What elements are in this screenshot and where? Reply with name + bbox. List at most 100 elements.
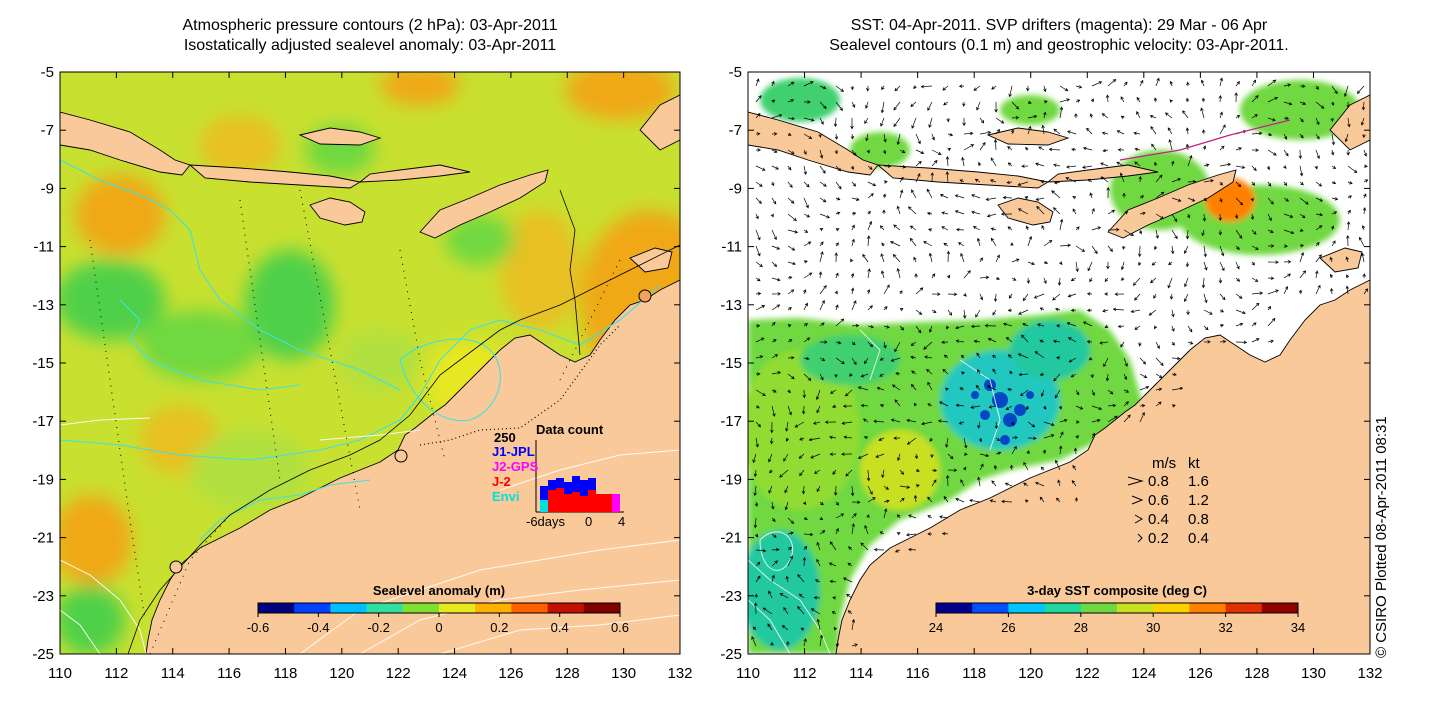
x-tick-label: 126 bbox=[498, 665, 523, 682]
y-tick-label: -9 bbox=[729, 180, 742, 197]
y-tick-label: -11 bbox=[721, 239, 742, 256]
x-tick-label: 112 bbox=[793, 665, 817, 682]
x-tick-label: 114 bbox=[161, 665, 185, 682]
y-tick-label: -17 bbox=[32, 413, 54, 430]
x-tick-label: 118 bbox=[962, 665, 986, 682]
left-axes: 110 112 114 116 118 120 122 124 126 128 130 132 -5 -7… bbox=[32, 64, 692, 682]
y-tick-label: -15 bbox=[32, 355, 54, 372]
sealevel-anomaly-map bbox=[60, 72, 680, 654]
x-tick-label: 130 bbox=[1301, 665, 1326, 682]
x-tick-label: 128 bbox=[1244, 665, 1269, 682]
colorbar-tick: 0.6 bbox=[611, 620, 629, 635]
x-tick-label: 118 bbox=[273, 665, 297, 682]
colorbar-tick: 28 bbox=[1074, 620, 1088, 635]
colorbar-tick: 26 bbox=[1001, 620, 1015, 635]
sst-colorbar: 3-day SST composite (deg C) 24 26 28 30 32 34 bbox=[929, 583, 1305, 635]
geostrophic-velocity-arrows bbox=[751, 77, 1369, 647]
y-tick-label: -23 bbox=[720, 588, 742, 605]
x-tick-label: 110 bbox=[736, 665, 760, 682]
velocity-key-arrow bbox=[1137, 533, 1143, 543]
x-tick-label: 124 bbox=[442, 665, 467, 682]
tide-gauge-marker bbox=[638, 289, 652, 303]
x-tick-label: 124 bbox=[1131, 665, 1156, 682]
y-tick-label: -21 bbox=[32, 530, 54, 547]
data-count-inset bbox=[535, 440, 624, 513]
colorbar-tick: 0.2 bbox=[490, 620, 508, 635]
left-land bbox=[60, 94, 680, 654]
velocity-key-header-kt: kt bbox=[1188, 455, 1201, 472]
right-land bbox=[748, 94, 1370, 654]
left-title-line1: Atmospheric pressure contours (2 hPa): 0… bbox=[182, 17, 558, 34]
inset-legend-item: Envi bbox=[492, 489, 520, 504]
velocity-key-ms: 0.4 bbox=[1148, 511, 1169, 528]
x-tick-label: 120 bbox=[1018, 665, 1043, 682]
colorbar-tick: 30 bbox=[1146, 620, 1160, 635]
y-tick-label: -11 bbox=[33, 239, 54, 256]
y-tick-label: -17 bbox=[720, 413, 742, 430]
x-tick-label: 130 bbox=[611, 665, 636, 682]
inset-xlabel-zero: 0 bbox=[585, 514, 593, 529]
x-tick-label: 114 bbox=[849, 665, 873, 682]
velocity-key-ms: 0.8 bbox=[1148, 473, 1169, 490]
y-tick-label: -13 bbox=[720, 297, 742, 314]
colorbar-tick: -0.4 bbox=[307, 620, 329, 635]
colorbar-tick: -0.6 bbox=[247, 620, 269, 635]
x-tick-label: 126 bbox=[1188, 665, 1213, 682]
y-tick-label: -15 bbox=[720, 355, 742, 372]
velocity-key-ms: 0.2 bbox=[1148, 530, 1169, 547]
left-shelf-edge bbox=[127, 244, 680, 654]
inset-xlabel-end: 4 bbox=[618, 514, 626, 529]
y-tick-label: -19 bbox=[720, 471, 742, 488]
y-tick-label: -19 bbox=[32, 471, 54, 488]
x-tick-label: 132 bbox=[667, 665, 692, 682]
inset-legend-item: J1-JPL bbox=[492, 444, 535, 459]
inset-xlabel-start: -6days bbox=[526, 514, 566, 529]
velocity-key-kt: 1.2 bbox=[1188, 492, 1209, 509]
velocity-key-arrow bbox=[1134, 514, 1144, 524]
y-tick-label: -7 bbox=[41, 122, 54, 139]
velocity-key-arrow bbox=[1131, 495, 1144, 505]
x-tick-label: 116 bbox=[906, 665, 930, 682]
right-sealevel-contours bbox=[748, 329, 1001, 654]
inset-legend-item: J-2 bbox=[492, 474, 511, 489]
colorbar-tick: -0.2 bbox=[367, 620, 389, 635]
svp-drifter-track bbox=[1119, 119, 1291, 161]
velocity-key-kt: 0.8 bbox=[1188, 511, 1209, 528]
inset-bars bbox=[540, 476, 620, 512]
copyright-text: © CSIRO Plotted 08-Apr-2011 08:31 bbox=[1373, 416, 1390, 658]
colorbar-tick: 24 bbox=[929, 620, 943, 635]
left-panel-title: Atmospheric pressure contours (2 hPa): 0… bbox=[60, 16, 680, 56]
colorbar-label: 3-day SST composite (deg C) bbox=[1027, 583, 1207, 598]
y-tick-label: -23 bbox=[32, 588, 54, 605]
colorbar-tick: 32 bbox=[1218, 620, 1232, 635]
tide-gauge-marker bbox=[169, 560, 183, 574]
x-tick-label: 110 bbox=[48, 665, 72, 682]
y-tick-label: -25 bbox=[32, 646, 54, 663]
right-title-line1: SST: 04-Apr-2011. SVP drifters (magenta)… bbox=[850, 17, 1268, 34]
left-altimeter-tracks bbox=[89, 189, 621, 654]
colorbar-label: Sealevel anomaly (m) bbox=[373, 583, 505, 598]
inset-ymax-label: 250 bbox=[494, 430, 516, 445]
left-cyan-contours bbox=[60, 159, 661, 541]
right-panel-title: SST: 04-Apr-2011. SVP drifters (magenta)… bbox=[748, 16, 1370, 56]
y-tick-label: -21 bbox=[720, 530, 742, 547]
velocity-key-ms: 0.6 bbox=[1148, 492, 1169, 509]
x-tick-label: 112 bbox=[104, 665, 128, 682]
y-tick-label: -5 bbox=[729, 64, 742, 81]
velocity-key-kt: 1.6 bbox=[1188, 473, 1209, 490]
x-tick-label: 122 bbox=[386, 665, 411, 682]
sst-map bbox=[748, 72, 1370, 654]
colorbar-tick: 34 bbox=[1291, 620, 1305, 635]
tide-gauge-marker bbox=[394, 449, 408, 463]
y-tick-label: -25 bbox=[720, 646, 742, 663]
y-tick-label: -5 bbox=[41, 64, 54, 81]
x-tick-label: 120 bbox=[329, 665, 354, 682]
colorbar-tick: 0.4 bbox=[551, 620, 569, 635]
right-axes: 110 112 114 116 118 120 122 124 126 128 130 132 -5 -7… bbox=[720, 64, 1382, 682]
x-tick-label: 122 bbox=[1075, 665, 1100, 682]
inset-title: Data count bbox=[536, 422, 604, 437]
x-tick-label: 132 bbox=[1357, 665, 1382, 682]
velocity-key: m/s kt 0.8 1.6 0.6 1.2 0.4 0.8 0.2 0.4 bbox=[1127, 455, 1209, 547]
inset-legend-item: J2-GPS bbox=[492, 459, 539, 474]
